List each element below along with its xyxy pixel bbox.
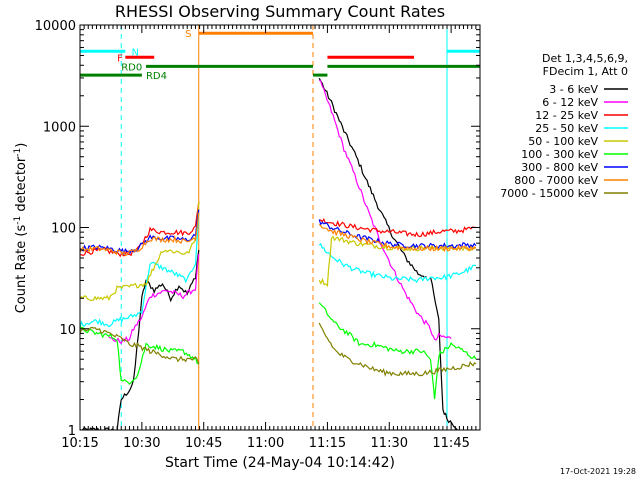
chart-title: RHESSI Observing Summary Count Rates — [115, 2, 445, 21]
footer-timestamp: 17-Oct-2021 19:28 — [560, 467, 636, 476]
series-line — [318, 242, 477, 284]
y-axis-label: Count Rate (s-1 detector-1) — [13, 143, 29, 314]
series-line — [318, 322, 477, 377]
legend-label: 12 - 25 keV — [535, 109, 598, 122]
legend: Det 1,3,4,5,6,9,FDecim 1, Att 0 3 - 6 keV… — [500, 52, 628, 200]
series-line — [318, 79, 452, 341]
y-tick-label: 100 — [51, 222, 76, 237]
legend-label: 100 - 300 keV — [521, 148, 598, 161]
x-axis-label: Start Time (24-May-04 10:14:42) — [165, 455, 395, 471]
legend-label: 6 - 12 keV — [542, 96, 598, 109]
legend-label: 25 - 50 keV — [535, 122, 598, 135]
legend-header: Det 1,3,4,5,6,9, — [542, 52, 628, 65]
y-tick-label: 1000 — [43, 120, 76, 135]
y-axis-label-sup: -1 — [13, 148, 23, 157]
series-line — [80, 212, 200, 328]
legend-label: 300 - 800 keV — [521, 161, 598, 174]
x-tick-label: 11:30 — [371, 436, 408, 451]
y-tick-label: 1 — [68, 424, 76, 439]
series-line — [80, 212, 200, 257]
legend-label: 800 - 7000 keV — [514, 174, 598, 187]
series-line — [318, 235, 477, 288]
y-axis-label-part: ) — [14, 143, 29, 148]
y-tick-label: 10 — [59, 323, 76, 338]
series-line — [80, 201, 200, 302]
flag-label: N — [132, 47, 139, 58]
x-tick-label: 11:15 — [309, 436, 346, 451]
series-line — [318, 217, 476, 238]
x-tick-label: 11:45 — [432, 436, 469, 451]
series-line — [318, 223, 477, 253]
legend-label: 50 - 100 keV — [528, 135, 598, 148]
legend-label: 7000 - 15000 keV — [500, 187, 598, 200]
flag-label: S — [185, 29, 191, 40]
y-tick-label: 10000 — [35, 19, 76, 34]
series-line — [318, 219, 477, 250]
series-line — [318, 77, 427, 279]
y-axis-label-part: Count Rate (s — [14, 225, 29, 314]
x-tick-label: 11:00 — [247, 436, 284, 451]
series-line — [80, 326, 200, 365]
series-line — [318, 302, 477, 400]
flag-label: F — [117, 53, 123, 64]
y-axis-label-part: detector — [14, 156, 29, 216]
flag-label: RD4 — [146, 71, 167, 82]
y-axis: 1 10 100 1000 10000 — [35, 19, 480, 439]
flag-label: RD0 — [121, 62, 142, 73]
series-line — [80, 326, 199, 386]
series-line — [80, 209, 200, 256]
legend-label: 3 - 6 keV — [549, 83, 598, 96]
x-tick-label: 10:30 — [123, 436, 160, 451]
y-axis-label-sup: -1 — [13, 216, 23, 225]
series-line — [80, 249, 200, 430]
x-tick-label: 10:45 — [185, 436, 222, 451]
legend-header: FDecim 1, Att 0 — [543, 65, 628, 78]
x-tick-label: 10:15 — [61, 436, 98, 451]
x-axis: 10:15 10:30 10:45 11:00 11:15 11:30 11:45 — [61, 25, 481, 451]
